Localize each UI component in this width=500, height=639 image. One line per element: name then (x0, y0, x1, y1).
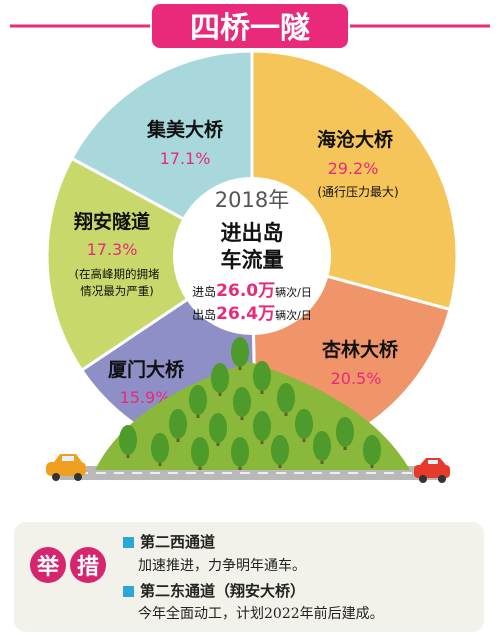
in-prefix: 进岛 (192, 284, 216, 299)
tree-group (119, 337, 381, 470)
label-xinglin: 杏林大桥 (321, 338, 399, 361)
in-unit: 辆次/日 (275, 285, 312, 299)
measure-desc-1: 加速推进，力争明年通车。 (138, 558, 306, 574)
tree-icon (253, 361, 271, 394)
slice-labels: 集美大桥 17.1% 海沧大桥 29.2% (通行压力最大) 翔安隧道 17.3… (73, 118, 399, 407)
out-value: 26.4万 (216, 304, 275, 324)
value-xiamen: 15.9% (120, 388, 171, 407)
note-xiangan: (在高峰期的拥堵情况最为严重) (75, 267, 160, 298)
car-left (46, 454, 86, 481)
label-haicang: 海沧大桥 (317, 128, 394, 151)
label-xiamen: 厦门大桥 (108, 358, 185, 381)
bullet-square-icon (123, 537, 134, 548)
tree-icon (271, 435, 289, 468)
tree-icon (231, 437, 249, 470)
measure-item-1: 第二西通道 (123, 531, 215, 552)
value-xiangan: 17.3% (87, 240, 138, 259)
center-disc (173, 177, 331, 335)
label-xiangan: 翔安隧道 (73, 210, 150, 233)
tree-icon (253, 411, 271, 444)
tree-icon (363, 435, 381, 468)
out-island-line: 出岛26.4万辆次/日 (192, 304, 312, 324)
center-title-line2: 车流量 (221, 248, 284, 272)
label-jimei: 集美大桥 (146, 118, 224, 141)
measures-tag: 举 措 (30, 547, 116, 583)
pie-slice-3 (45, 156, 255, 373)
in-island-line: 进岛26.0万辆次/日 (192, 281, 312, 301)
title-banner: 四桥一隧 (10, 4, 490, 48)
measure-title-2: 第二东通道（翔安大桥） (140, 582, 306, 600)
center-summary: 2018年 进出岛 车流量 进岛26.0万辆次/日 出岛26.4万辆次/日 (173, 177, 331, 335)
tree-icon (191, 437, 209, 470)
value-haicang: 29.2% (328, 159, 379, 178)
tree-icon (231, 337, 249, 370)
measures-tag-char-2: 措 (70, 547, 106, 583)
tree-icon (233, 387, 251, 420)
tree-icon (313, 431, 331, 464)
measure-desc-2: 今年全面动工，计划2022年前后建成。 (138, 606, 384, 622)
green-hill (95, 362, 410, 470)
note-xiangan-line: 情况最为严重) (80, 284, 154, 298)
out-prefix: 出岛 (192, 307, 216, 322)
chart-title: 四桥一隧 (190, 11, 310, 46)
note-xiangan-line: (在高峰期的拥堵 (75, 267, 160, 281)
value-xinglin: 20.5% (331, 369, 382, 388)
tree-icon (295, 409, 313, 442)
tree-icon (209, 413, 227, 446)
center-year: 2018年 (215, 188, 289, 212)
value-jimei: 17.1% (160, 149, 211, 168)
note-haicang: (通行压力最大) (317, 185, 398, 199)
tree-icon (211, 363, 229, 396)
tree-icon (189, 385, 207, 418)
center-title-line1: 进出岛 (221, 221, 284, 245)
tree-icon (169, 409, 187, 442)
in-value: 26.0万 (216, 281, 275, 301)
measure-title-1: 第二西通道 (140, 533, 216, 551)
tree-icon (336, 417, 354, 450)
title-badge (152, 4, 348, 48)
measures-tag-char-1: 举 (30, 547, 66, 583)
tree-icon (277, 383, 295, 416)
tree-icon (119, 425, 137, 458)
tree-icon (151, 433, 169, 466)
car-right (414, 458, 450, 483)
landscape-illustration (46, 337, 450, 483)
measure-item-2: 第二东通道（翔安大桥） (123, 580, 305, 601)
bullet-square-icon (123, 586, 134, 597)
out-unit: 辆次/日 (275, 308, 312, 322)
